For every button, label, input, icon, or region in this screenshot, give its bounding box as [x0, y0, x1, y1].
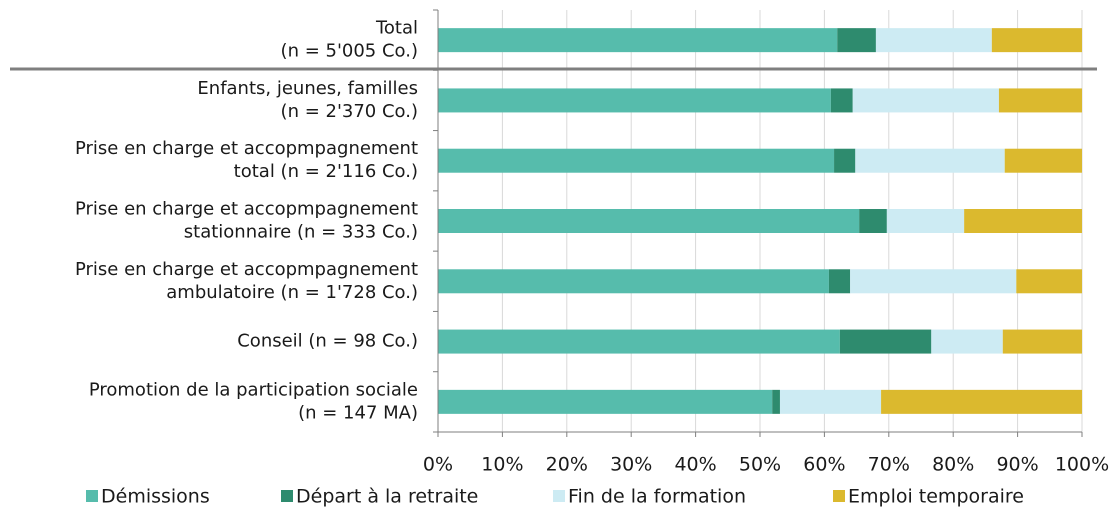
y-tick-label: Prise en charge et accopmpagnement: [75, 138, 418, 159]
bar-segment: [859, 209, 887, 233]
bar-segment: [886, 209, 965, 233]
x-tick-label: 30%: [610, 454, 652, 476]
legend-swatch: [86, 490, 98, 502]
bar-segment: [830, 88, 853, 113]
bar-segment: [828, 269, 851, 294]
bar-segment: [837, 28, 876, 53]
legend-label: Emploi temporaire: [848, 486, 1024, 508]
bar-segment: [998, 88, 1082, 113]
bar-segment: [438, 389, 773, 414]
x-tick-label: 50%: [739, 454, 781, 476]
bar-segment: [850, 269, 1017, 294]
x-tick-label: 20%: [546, 454, 588, 476]
legend-label: Départ à la retraite: [296, 486, 478, 508]
y-tick-label: (n = 147 MA): [298, 402, 418, 423]
x-tick-label: 80%: [932, 454, 974, 476]
y-tick-label: (n = 5'005 Co.): [281, 41, 418, 62]
bar-segment: [438, 88, 831, 113]
y-tick-label: (n = 2'370 Co.): [281, 101, 418, 122]
x-tick-label: 10%: [481, 454, 523, 476]
bar-segment: [779, 389, 882, 414]
y-tick-label: Prise en charge et accopmpagnement: [75, 199, 418, 220]
bar-segment: [991, 28, 1082, 53]
x-tick-label: 40%: [674, 454, 716, 476]
bar-segment: [1002, 329, 1082, 354]
bar-segment: [875, 28, 992, 53]
bar-segment: [964, 209, 1082, 233]
x-tick-label: 0%: [423, 454, 453, 476]
bar-segment: [438, 329, 840, 354]
legend-swatch: [553, 490, 565, 502]
legend-swatch: [281, 490, 293, 502]
y-tick-label: Promotion de la participation sociale: [89, 379, 418, 400]
x-tick-label: 70%: [868, 454, 910, 476]
y-tick-label: Conseil (n = 98 Co.): [237, 331, 418, 352]
bar-segment: [834, 148, 856, 173]
y-tick-label: ambulatoire (n = 1'728 Co.): [166, 282, 418, 303]
bar-segment: [438, 148, 835, 173]
bar-segment: [855, 148, 1005, 173]
bar-segment: [852, 88, 999, 113]
bars: [438, 28, 1082, 414]
bar-segment: [438, 269, 829, 294]
x-tick-label: 60%: [803, 454, 845, 476]
y-tick-label: Enfants, jeunes, familles: [197, 78, 418, 99]
bar-segment: [839, 329, 932, 354]
legend-swatch: [833, 490, 845, 502]
y-tick-label: total (n = 2'116 Co.): [234, 161, 418, 182]
legend-label: Fin de la formation: [568, 486, 746, 508]
y-tick-label: Total: [375, 18, 418, 39]
bar-segment: [1004, 148, 1082, 173]
bar-segment: [438, 209, 860, 233]
x-tick-label: 100%: [1055, 454, 1109, 476]
bar-segment: [1016, 269, 1082, 294]
x-tick-label: 90%: [996, 454, 1038, 476]
bar-segment: [881, 389, 1082, 414]
bar-segment: [772, 389, 780, 414]
legend-label: Démissions: [101, 486, 210, 508]
bar-segment: [438, 28, 838, 53]
y-tick-label: Prise en charge et accopmpagnement: [75, 259, 418, 280]
y-tick-label: stationnaire (n = 333 Co.): [184, 222, 418, 243]
bar-segment: [931, 329, 1003, 354]
